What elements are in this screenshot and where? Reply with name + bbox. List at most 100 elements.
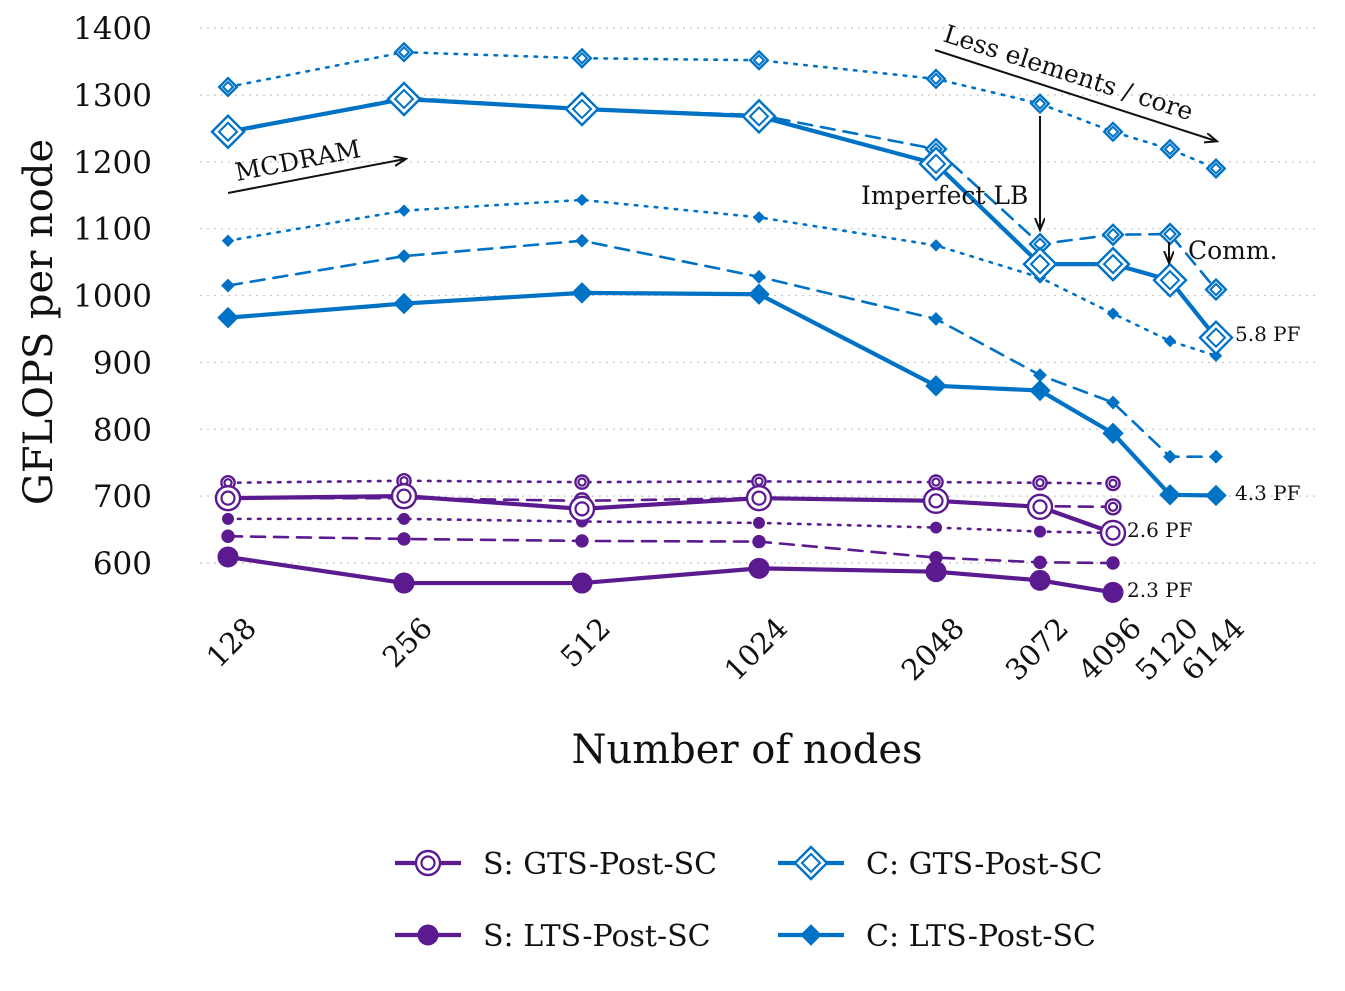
point-marker-inner xyxy=(800,852,822,874)
point-marker xyxy=(1106,307,1120,320)
series-line-3-dotted xyxy=(226,198,1218,358)
series-line-0-solid xyxy=(225,494,1116,536)
point-marker xyxy=(398,512,410,525)
mcdram-arrow xyxy=(227,159,405,194)
x-tick-label: 3072 xyxy=(999,611,1075,687)
pf-label-4-3: 4.3 PF xyxy=(1235,481,1301,505)
point-marker xyxy=(1205,158,1227,180)
point-marker xyxy=(929,312,943,326)
point-marker xyxy=(575,534,589,548)
point-marker xyxy=(414,849,442,877)
point-marker xyxy=(397,204,411,217)
point-marker-inner xyxy=(221,80,235,94)
point-marker-inner xyxy=(1209,162,1223,175)
point-marker xyxy=(393,572,415,594)
imperfect-lb-label: Imperfect LB xyxy=(861,181,1028,210)
point-marker-inner xyxy=(393,88,415,110)
point-marker xyxy=(929,239,943,252)
point-marker-inner xyxy=(217,121,239,143)
point-marker xyxy=(1163,334,1177,348)
point-marker-inner xyxy=(1163,227,1177,242)
point-marker xyxy=(1022,246,1058,282)
pf-label-2-3: 2.3 PF xyxy=(1127,578,1193,602)
point-marker-inner xyxy=(577,477,587,487)
x-tick-label: 4096 xyxy=(1072,611,1148,687)
point-marker xyxy=(1026,493,1054,521)
point-marker xyxy=(1034,525,1046,538)
legend-item: S: LTS-Post-SC xyxy=(395,919,711,954)
series-line-3-dashed xyxy=(226,239,1218,458)
point-marker xyxy=(1209,349,1223,362)
point-marker xyxy=(748,283,770,305)
point-marker-inner xyxy=(1106,125,1120,139)
point-marker xyxy=(214,484,242,512)
legend-item: S: GTS-Post-SC xyxy=(395,847,717,882)
point-marker xyxy=(1102,581,1124,603)
point-marker xyxy=(1099,519,1127,547)
point-marker-inner xyxy=(751,490,767,506)
less-elements-label: Less elements / core xyxy=(940,19,1197,126)
series-line-0-dotted xyxy=(226,479,1115,485)
point-marker xyxy=(217,76,239,98)
point-marker xyxy=(568,495,596,523)
point-marker xyxy=(922,487,950,515)
x-tick-label: 256 xyxy=(376,611,439,674)
x-tick-label: 512 xyxy=(554,611,617,674)
point-marker xyxy=(397,532,411,546)
point-marker-inner xyxy=(931,477,941,487)
point-marker xyxy=(1101,223,1125,247)
point-marker xyxy=(575,193,589,207)
point-marker xyxy=(1163,449,1177,464)
point-marker xyxy=(918,146,954,182)
point-marker xyxy=(1159,484,1181,506)
y-tick-label: 1100 xyxy=(73,212,152,248)
y-tick-label: 600 xyxy=(93,546,152,582)
y-axis-label: GFLOPS per node xyxy=(16,139,62,505)
point-marker xyxy=(1104,498,1122,516)
point-marker-inner xyxy=(925,153,947,175)
point-marker xyxy=(1152,262,1188,298)
point-marker xyxy=(1102,422,1124,444)
series-lines xyxy=(225,50,1219,595)
x-axis-label: Number of nodes xyxy=(571,727,922,773)
point-marker xyxy=(1106,556,1120,570)
y-tick-label: 1000 xyxy=(73,279,152,315)
point-marker xyxy=(571,47,593,69)
point-marker-inner xyxy=(752,53,766,67)
point-marker xyxy=(1159,138,1181,160)
series-line-1-dashed xyxy=(226,534,1115,565)
point-marker-inner xyxy=(1035,478,1045,488)
point-marker xyxy=(748,557,770,579)
point-marker xyxy=(210,114,246,150)
point-marker-inner xyxy=(1159,269,1181,291)
point-marker-inner xyxy=(420,855,436,871)
point-marker xyxy=(386,81,422,117)
point-marker xyxy=(748,49,770,71)
point-marker xyxy=(221,234,235,247)
point-marker xyxy=(571,282,593,304)
y-tick-label: 900 xyxy=(93,345,152,381)
x-tick-label: 128 xyxy=(200,611,263,674)
point-marker xyxy=(752,534,766,549)
point-marker-inner xyxy=(1032,499,1048,515)
point-marker xyxy=(1204,277,1228,302)
point-marker xyxy=(741,98,777,135)
point-marker xyxy=(752,211,766,224)
point-marker xyxy=(397,249,411,264)
point-marker-inner xyxy=(1108,478,1118,489)
pf-label-2-6: 2.6 PF xyxy=(1127,518,1193,542)
point-marker xyxy=(1033,368,1047,383)
point-marker-inner xyxy=(1163,142,1177,156)
point-marker xyxy=(1029,379,1051,402)
legend: S: GTS-Post-SC C: GTS-Post-SC S: LTS-Post-… xyxy=(395,845,1102,954)
series-line-3-solid xyxy=(225,290,1219,498)
x-tick-label: 1024 xyxy=(718,611,794,687)
point-marker-inner xyxy=(1102,253,1124,275)
legend-item: C: LTS-Post-SC xyxy=(778,919,1096,954)
x-tick-label: 2048 xyxy=(895,611,971,687)
y-tick-label: 1300 xyxy=(73,78,152,114)
point-marker-inner xyxy=(575,51,589,65)
point-marker-inner xyxy=(1209,282,1223,297)
